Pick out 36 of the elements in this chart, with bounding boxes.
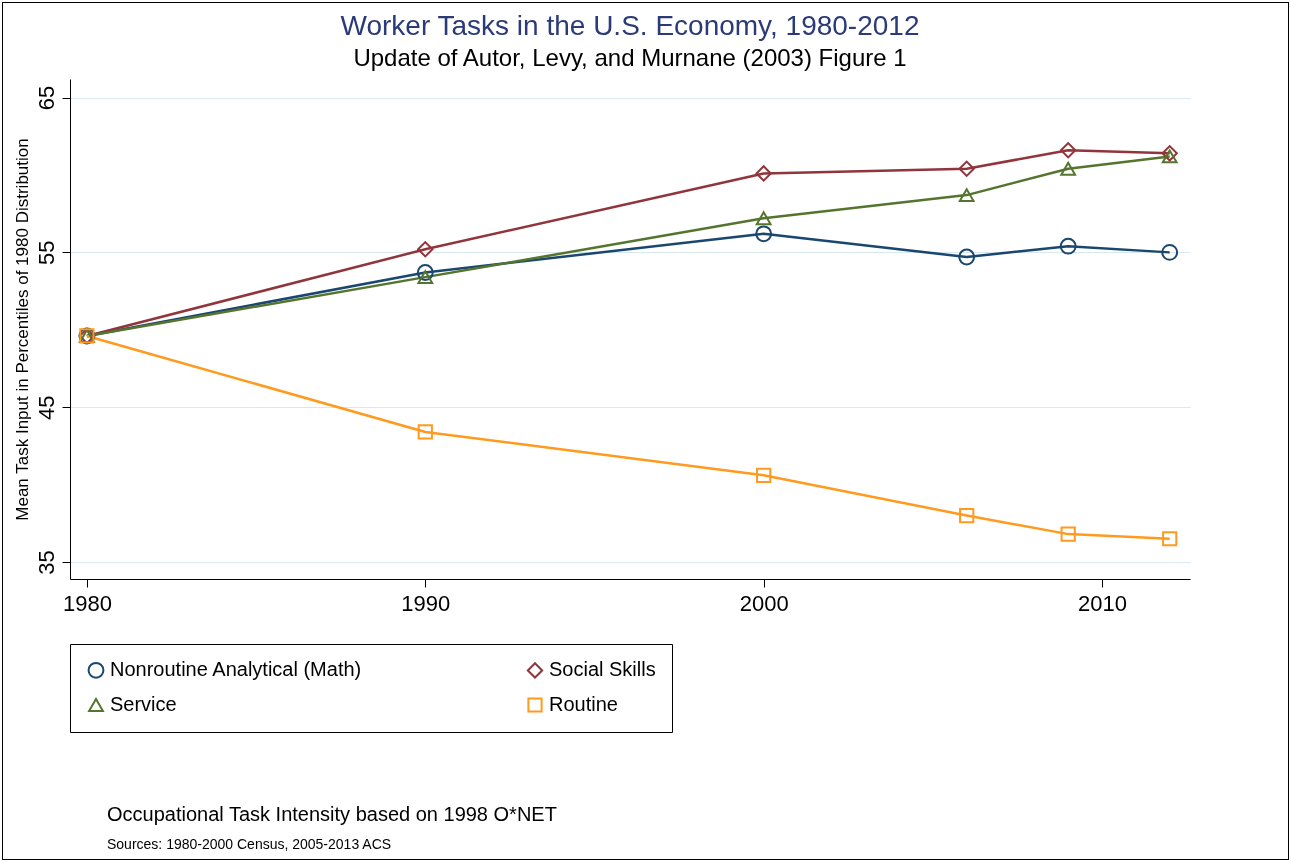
point xyxy=(417,241,434,258)
y-tick-label: 55 xyxy=(33,240,59,266)
y-tick-label: 65 xyxy=(33,85,59,111)
x-tick-label: 2010 xyxy=(1078,590,1127,616)
chart-title: Worker Tasks in the U.S. Economy, 1980-2012 xyxy=(340,10,920,41)
point xyxy=(755,211,772,226)
y-axis-title: Mean Task Input in Percentiles of 1980 Distribution xyxy=(12,138,32,521)
legend-label: Routine xyxy=(549,693,618,715)
source-note: Sources: 1980-2000 Census, 2005-2013 ACS xyxy=(107,836,392,852)
point xyxy=(417,270,434,285)
x-tick-label: 2000 xyxy=(739,590,789,616)
point xyxy=(959,507,975,524)
y-tick-label: 45 xyxy=(33,395,59,420)
legend-label: Nonroutine Analytical (Math) xyxy=(110,658,362,681)
point xyxy=(756,467,772,483)
point xyxy=(1059,237,1077,255)
point xyxy=(417,424,433,440)
chart-subtitle: Update of Autor, Levy, and Murnane (2003) Figure 1 xyxy=(353,44,907,71)
text: Occupational Task Intensity based on 1998 O*NET xyxy=(107,803,557,826)
point xyxy=(1060,161,1077,176)
point xyxy=(1161,149,1178,164)
point xyxy=(755,225,773,243)
legend-label: Service xyxy=(110,693,177,715)
point xyxy=(958,248,976,266)
point xyxy=(755,165,772,182)
point xyxy=(416,264,434,281)
point xyxy=(958,188,975,203)
y-tick-label: 35 xyxy=(33,550,59,575)
legend-label: Social Skills xyxy=(549,658,656,681)
point xyxy=(1060,526,1076,542)
point xyxy=(1161,243,1179,261)
point xyxy=(958,160,975,177)
point xyxy=(1162,531,1178,547)
x-tick-label: 1980 xyxy=(62,590,112,616)
x-tick-label: 1990 xyxy=(401,590,451,616)
point xyxy=(1060,142,1077,159)
